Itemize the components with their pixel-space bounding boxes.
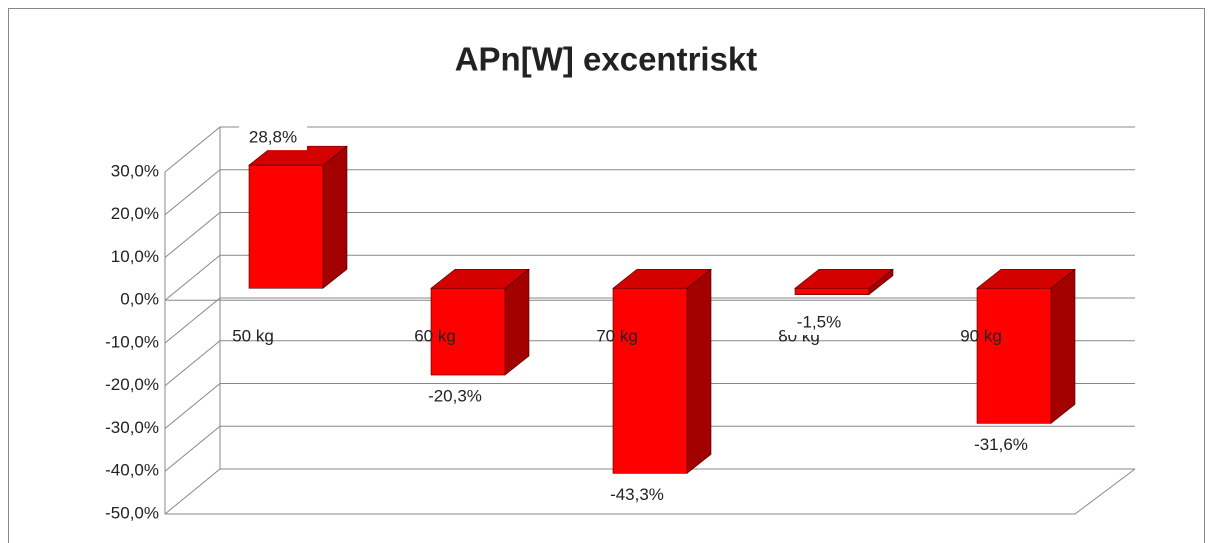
grid-line	[164, 126, 1135, 173]
bar	[976, 287, 1052, 424]
y-tick-label: -50,0%	[105, 503, 159, 522]
grid-line	[164, 212, 1135, 258]
x-tick-label: 60 kg	[414, 326, 456, 345]
grid-line	[164, 425, 1135, 472]
bar-side	[322, 145, 348, 289]
bar-side	[1050, 268, 1076, 424]
y-tick-label: -40,0%	[105, 461, 159, 480]
x-tick-label: 70 kg	[596, 326, 638, 345]
bar	[248, 164, 324, 289]
grid-line	[164, 468, 1135, 515]
value-label: 28,8%	[249, 128, 297, 147]
value-label-bg	[421, 385, 489, 410]
y-tick-label: -20,0%	[105, 375, 159, 394]
value-label-bg	[239, 126, 307, 151]
y-tick-label: 20,0%	[111, 204, 159, 223]
value-label-bg	[967, 433, 1035, 458]
x-tick-label: 50 kg	[232, 326, 274, 345]
y-tick-label: 10,0%	[111, 247, 159, 266]
grid-line	[164, 383, 1135, 429]
value-label-bg	[785, 311, 853, 335]
value-label: -20,3%	[428, 387, 482, 406]
value-label: -31,6%	[974, 435, 1028, 454]
floor	[165, 468, 1136, 515]
value-label: -43,3%	[610, 485, 664, 504]
value-label-bg	[603, 483, 671, 508]
grid-line	[164, 297, 1135, 344]
bar	[794, 287, 870, 295]
grid-line	[164, 254, 1135, 301]
grid-line	[164, 340, 1135, 387]
y-tick-label: -10,0%	[105, 332, 159, 351]
y-tick-label: 0,0%	[120, 290, 159, 309]
bar-side	[686, 268, 712, 474]
grid-line	[164, 169, 1135, 216]
y-tick-label: 30,0%	[111, 161, 159, 180]
bar	[612, 287, 688, 474]
bar	[430, 287, 506, 376]
y-tick-label: -30,0%	[105, 418, 159, 437]
value-label: -1,5%	[797, 312, 841, 331]
x-tick-label: 90 kg	[960, 326, 1002, 345]
chart-title: APn[W] excentriskt	[455, 41, 758, 78]
